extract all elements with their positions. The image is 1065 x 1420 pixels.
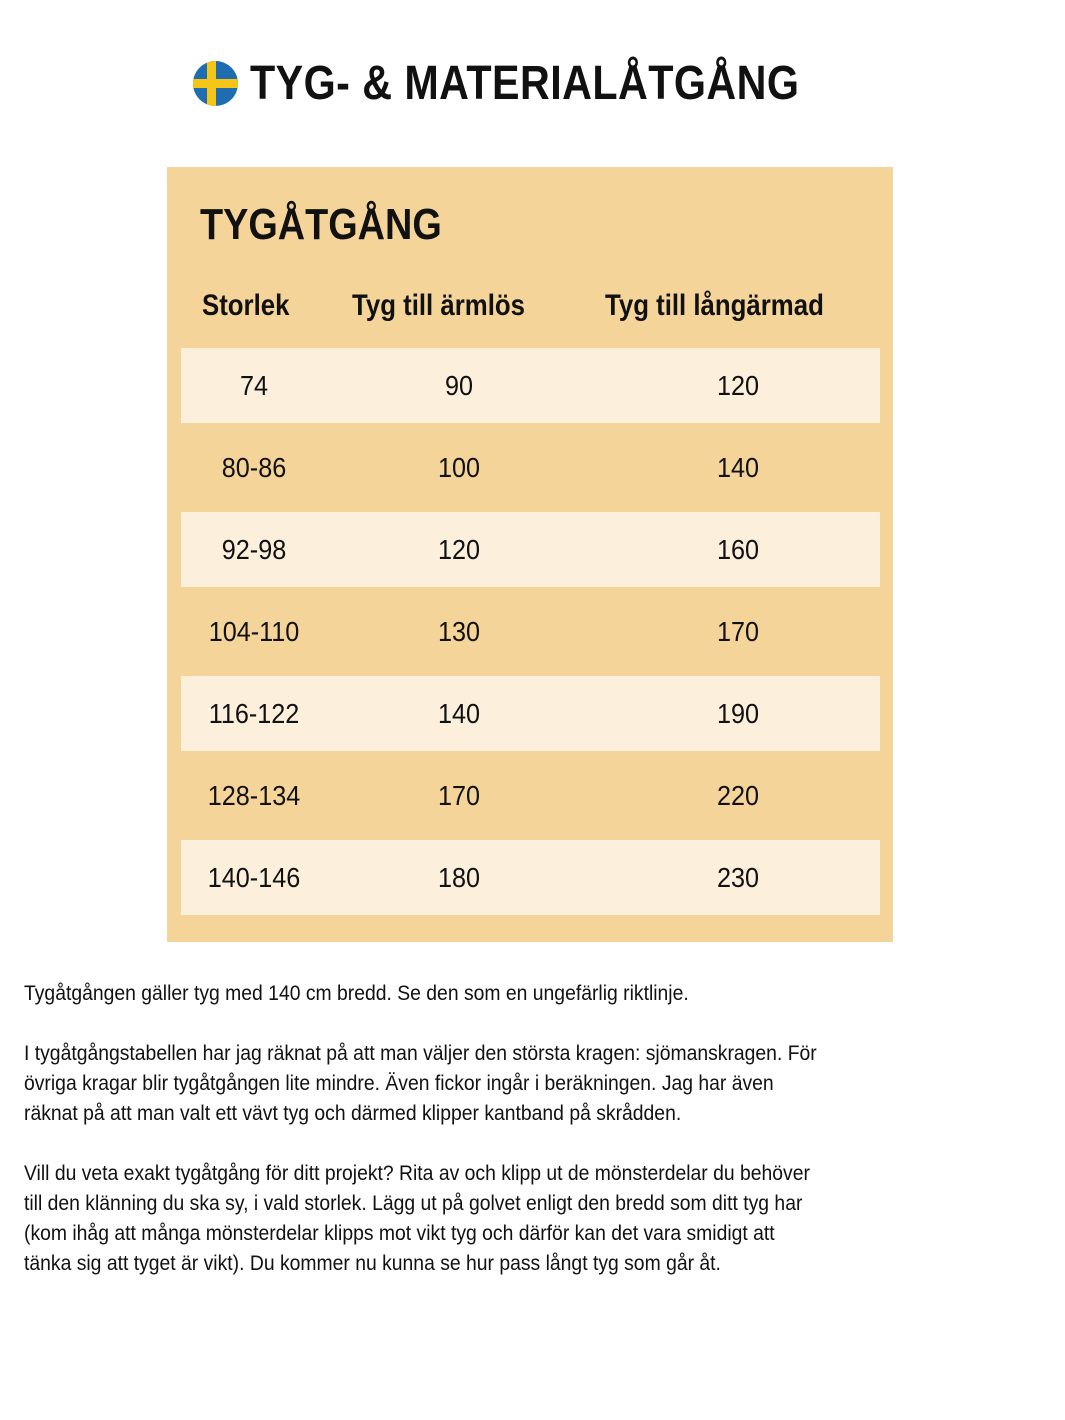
column-header-long-sleeve: Tyg till långärmad (605, 289, 824, 322)
table-row: 116-122 140 190 (181, 676, 880, 751)
table-row: 104-110 130 170 (181, 594, 880, 669)
cell-long-sleeve: 190 (716, 698, 760, 729)
table-row: 140-146 180 230 (181, 840, 880, 915)
paragraph: I tygåtgångstabellen har jag räknat på a… (24, 1038, 905, 1128)
cell-size: 104-110 (208, 616, 300, 647)
text-line: Tygåtgången gäller tyg med 140 cm bredd.… (24, 981, 689, 1005)
cell-sleeveless: 180 (437, 862, 481, 893)
sweden-flag-icon (193, 61, 238, 106)
table-row: 80-86 100 140 (181, 430, 880, 505)
cell-sleeveless: 140 (437, 698, 481, 729)
text-line: räknat på att man valt ett vävt tyg och … (24, 1101, 682, 1125)
cell-size: 128-134 (207, 780, 301, 811)
fabric-table: TYGÅTGÅNG Storlek Tyg till ärmlös Tyg ti… (167, 167, 893, 942)
text-line: tänka sig att tyget är vikt). Du kommer … (24, 1251, 721, 1275)
text-line: till den klänning du ska sy, i vald stor… (24, 1191, 803, 1215)
cell-long-sleeve: 120 (716, 370, 760, 401)
description: Tygåtgången gäller tyg med 140 cm bredd.… (24, 978, 905, 1308)
table-title: TYGÅTGÅNG (200, 200, 442, 249)
cell-sleeveless: 90 (444, 370, 474, 401)
page-title: TYG- & MATERIALÅTGÅNG (250, 57, 800, 110)
table-row: 92-98 120 160 (181, 512, 880, 587)
paragraph: Vill du veta exakt tygåtgång för ditt pr… (24, 1158, 905, 1278)
header: TYG- & MATERIALÅTGÅNG (0, 56, 1065, 111)
column-header-size: Storlek (202, 289, 290, 322)
cell-long-sleeve: 220 (716, 780, 760, 811)
text-line: övriga kragar blir tygåtgången lite mind… (24, 1071, 774, 1095)
cell-long-sleeve: 140 (716, 452, 760, 483)
cell-size: 80-86 (221, 452, 287, 483)
cell-long-sleeve: 230 (716, 862, 760, 893)
cell-long-sleeve: 170 (716, 616, 760, 647)
cell-sleeveless: 170 (437, 780, 481, 811)
cell-size: 116-122 (208, 698, 300, 729)
text-line: Vill du veta exakt tygåtgång för ditt pr… (24, 1161, 810, 1185)
table-row: 74 90 120 (181, 348, 880, 423)
text-line: (kom ihåg att många mönsterdelar klipps … (24, 1221, 775, 1245)
cell-size: 92-98 (221, 534, 287, 565)
cell-size: 74 (239, 370, 269, 401)
table-row: 128-134 170 220 (181, 758, 880, 833)
cell-sleeveless: 130 (437, 616, 481, 647)
cell-size: 140-146 (207, 862, 301, 893)
paragraph: Tygåtgången gäller tyg med 140 cm bredd.… (24, 978, 905, 1008)
cell-sleeveless: 120 (437, 534, 481, 565)
column-header-sleeveless: Tyg till ärmlös (352, 289, 525, 322)
cell-long-sleeve: 160 (716, 534, 760, 565)
text-line: I tygåtgångstabellen har jag räknat på a… (24, 1041, 817, 1065)
cell-sleeveless: 100 (437, 452, 481, 483)
